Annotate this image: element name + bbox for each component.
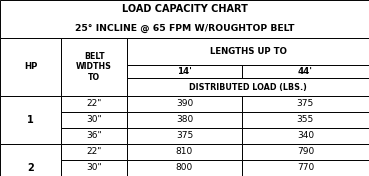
Text: 375: 375 — [297, 99, 314, 108]
Text: 22": 22" — [86, 99, 102, 108]
Bar — [242, 65, 369, 78]
Text: 375: 375 — [176, 131, 193, 140]
Bar — [127, 128, 242, 144]
Text: DISTRIBUTED LOAD (LBS.): DISTRIBUTED LOAD (LBS.) — [189, 83, 307, 92]
Bar — [61, 144, 127, 160]
Text: 770: 770 — [297, 163, 314, 172]
Text: HP: HP — [24, 62, 37, 71]
Text: LOAD CAPACITY CHART: LOAD CAPACITY CHART — [121, 4, 248, 14]
Text: 390: 390 — [176, 99, 193, 108]
Bar — [0, 38, 61, 96]
Bar — [61, 112, 127, 128]
Bar — [61, 38, 127, 96]
Text: 22": 22" — [86, 147, 102, 156]
Text: 44': 44' — [298, 67, 313, 76]
Bar — [127, 112, 242, 128]
Text: 355: 355 — [297, 115, 314, 124]
Text: 36": 36" — [86, 131, 102, 140]
Text: 340: 340 — [297, 131, 314, 140]
Bar — [61, 96, 127, 112]
Bar — [127, 96, 242, 112]
Text: BELT
WIDTHS
TO: BELT WIDTHS TO — [76, 52, 112, 82]
Bar — [127, 38, 369, 65]
Text: 1: 1 — [27, 115, 34, 125]
Bar — [242, 144, 369, 160]
Bar — [242, 112, 369, 128]
Text: 14': 14' — [177, 67, 192, 76]
Bar — [61, 128, 127, 144]
Bar — [0, 0, 369, 38]
Bar — [242, 160, 369, 176]
Text: 25° INCLINE @ 65 FPM W/ROUGHTOP BELT: 25° INCLINE @ 65 FPM W/ROUGHTOP BELT — [75, 24, 294, 33]
Bar — [127, 160, 242, 176]
Bar — [242, 96, 369, 112]
Bar — [0, 96, 61, 144]
Bar — [127, 65, 242, 78]
Bar — [242, 128, 369, 144]
Text: 30": 30" — [86, 115, 102, 124]
Text: 810: 810 — [176, 147, 193, 156]
Text: LENGTHS UP TO: LENGTHS UP TO — [210, 47, 287, 56]
Text: 30": 30" — [86, 163, 102, 172]
Bar — [61, 160, 127, 176]
Bar — [127, 144, 242, 160]
Text: 380: 380 — [176, 115, 193, 124]
Text: 2: 2 — [27, 163, 34, 173]
Bar — [127, 78, 369, 96]
Text: 800: 800 — [176, 163, 193, 172]
Bar — [0, 144, 61, 176]
Text: 790: 790 — [297, 147, 314, 156]
